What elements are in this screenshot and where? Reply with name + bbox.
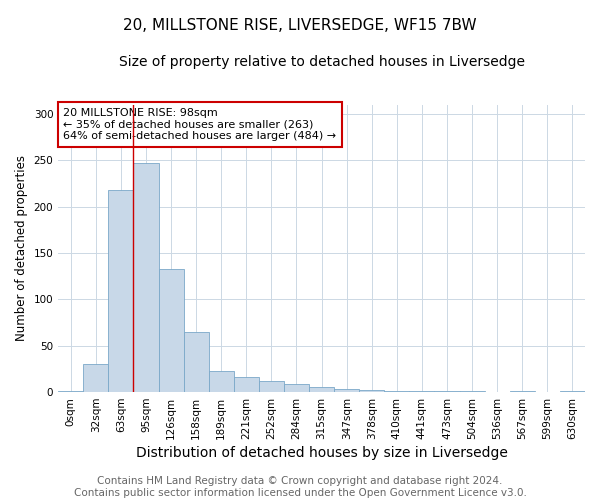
Bar (385, 391, 409, 392)
Bar (284, 384, 309, 392)
Y-axis label: Number of detached properties: Number of detached properties (15, 156, 28, 342)
Bar (560, 391, 585, 392)
Bar (209, 371, 234, 392)
Bar (259, 381, 284, 392)
Text: 20 MILLSTONE RISE: 98sqm
← 35% of detached houses are smaller (263)
64% of semi-: 20 MILLSTONE RISE: 98sqm ← 35% of detach… (64, 108, 337, 141)
Bar (409, 391, 434, 392)
Bar (434, 391, 460, 392)
X-axis label: Distribution of detached houses by size in Liversedge: Distribution of detached houses by size … (136, 446, 508, 460)
Text: 20, MILLSTONE RISE, LIVERSEDGE, WF15 7BW: 20, MILLSTONE RISE, LIVERSEDGE, WF15 7BW (123, 18, 477, 32)
Bar (460, 391, 485, 392)
Bar (334, 390, 359, 392)
Bar (133, 164, 158, 392)
Bar (158, 269, 184, 392)
Bar (58, 391, 83, 392)
Bar (83, 364, 109, 392)
Bar (234, 377, 259, 392)
Text: Contains HM Land Registry data © Crown copyright and database right 2024.
Contai: Contains HM Land Registry data © Crown c… (74, 476, 526, 498)
Bar (359, 390, 385, 392)
Bar (510, 391, 535, 392)
Bar (109, 190, 133, 392)
Title: Size of property relative to detached houses in Liversedge: Size of property relative to detached ho… (119, 55, 524, 69)
Bar (309, 386, 334, 392)
Bar (184, 332, 209, 392)
